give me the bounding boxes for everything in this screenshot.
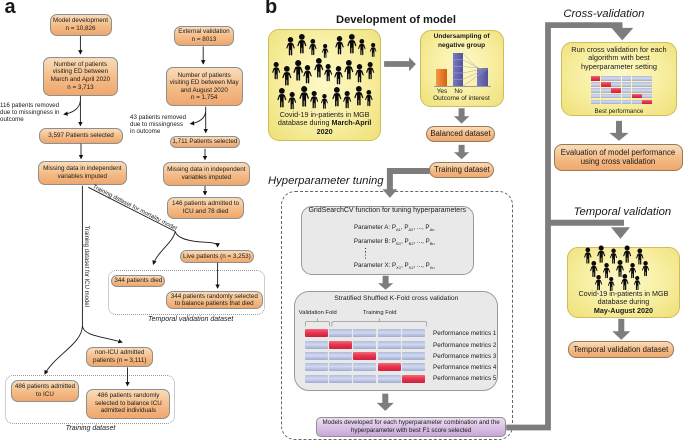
svg-text:Training dataset for ICU model: Training dataset for ICU model	[83, 226, 89, 307]
svg-text:Training dataset for mortality: Training dataset for mortality model	[91, 184, 177, 232]
